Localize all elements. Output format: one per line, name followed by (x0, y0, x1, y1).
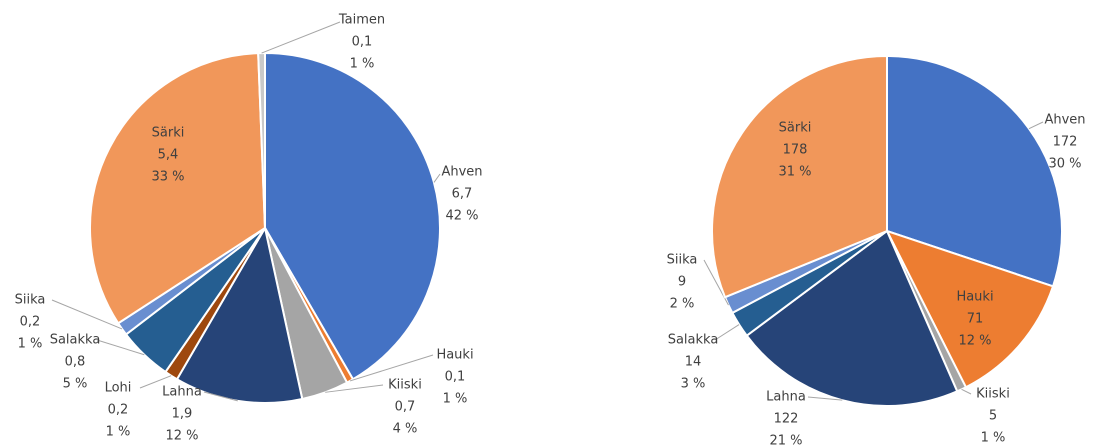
pie-slice (89, 52, 267, 325)
slice-value: 0,8 (65, 355, 86, 370)
slice-value: 178 (783, 143, 808, 158)
pie-slice (264, 51, 441, 381)
slice-value: 172 (1053, 135, 1078, 150)
slice-name: Hauki (956, 290, 993, 305)
slice-value: 0,2 (20, 315, 41, 330)
slice-percent: 2 % (670, 297, 695, 312)
pie-slice (885, 229, 1055, 389)
slice-percent: 1 % (18, 337, 43, 352)
slice-percent: 21 % (769, 434, 802, 448)
pie-slice (711, 54, 888, 299)
slice-name: Kiiski (976, 387, 1010, 402)
leader-line (51, 299, 123, 330)
pie-slice (257, 51, 266, 229)
slice-value: 5 (989, 409, 997, 424)
slice-value: 9 (678, 275, 686, 290)
slice-percent: 33 % (151, 170, 184, 185)
slice-percent: 12 % (958, 334, 991, 349)
slice-name: Lohi (105, 381, 132, 396)
slice-name: Lahna (766, 390, 806, 405)
slice-name: Särki (152, 126, 185, 141)
slice-value: 0,2 (108, 403, 129, 418)
leader-line (349, 354, 434, 382)
slice-value: 122 (774, 412, 799, 427)
slice-name: Lahna (162, 385, 202, 400)
slice-name: Hauki (436, 348, 473, 363)
slice-value: 5,4 (158, 148, 179, 163)
pie-slice (175, 225, 304, 404)
leader-line (433, 173, 441, 183)
slice-percent: 5 % (63, 377, 88, 392)
leader-line (96, 339, 145, 356)
slice-value: 14 (685, 355, 702, 370)
slice-percent: 1 % (106, 425, 131, 440)
leader-line (714, 324, 740, 341)
leader-line (961, 388, 972, 395)
slice-value: 1,9 (172, 407, 193, 422)
slice-percent: 12 % (165, 429, 198, 444)
slice-percent: 42 % (445, 209, 478, 224)
slice-percent: 30 % (1048, 157, 1081, 172)
slice-percent: 31 % (778, 165, 811, 180)
slice-name: Salakka (50, 333, 101, 348)
pie-slice (745, 229, 959, 407)
slice-name: Ahven (1044, 113, 1085, 128)
leader-line (325, 384, 384, 393)
slice-value: 0,7 (395, 400, 416, 415)
slice-percent: 1 % (350, 57, 375, 72)
slice-name: Siika (667, 253, 698, 268)
slice-value: 6,7 (452, 187, 473, 202)
slice-name: Särki (779, 121, 812, 136)
slice-name: Siika (15, 293, 46, 308)
slice-percent: 1 % (443, 392, 468, 407)
slice-value: 71 (967, 312, 984, 327)
leader-line (1028, 121, 1044, 130)
leader-line (139, 375, 172, 389)
slice-name: Taimen (338, 13, 385, 28)
slice-percent: 4 % (393, 422, 418, 437)
leader-line (203, 391, 238, 402)
slice-name: Salakka (668, 333, 719, 348)
slice-name: Ahven (441, 165, 482, 180)
leader-line (261, 21, 341, 54)
leader-line (807, 396, 843, 401)
slice-percent: 1 % (981, 431, 1006, 446)
slice-value: 0,1 (352, 35, 373, 50)
pie-slice (886, 54, 1063, 288)
slice-value: 0,1 (445, 370, 466, 385)
slice-percent: 3 % (681, 377, 706, 392)
slice-name: Kiiski (388, 378, 422, 393)
